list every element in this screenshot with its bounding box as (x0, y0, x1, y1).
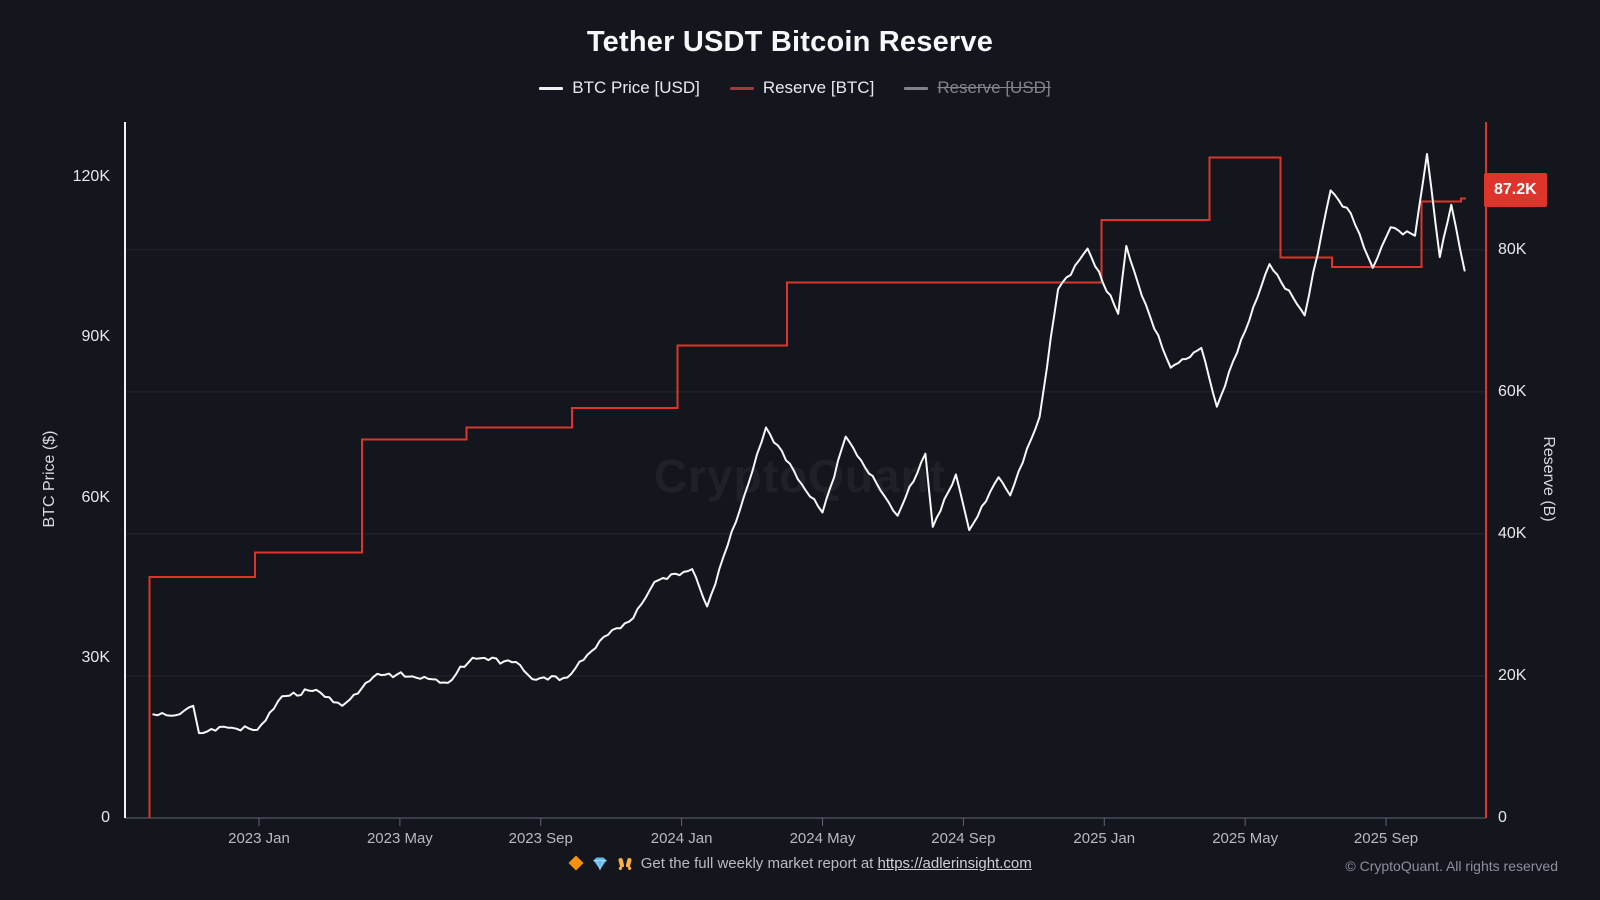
x-axis-tick-label: 2023 Sep (508, 830, 573, 847)
left-axis-title: BTC Price ($) (41, 430, 58, 528)
legend-dash-icon (729, 86, 754, 90)
right-axis-title: Reserve (B) (1540, 436, 1557, 522)
left-axis-tick-label: 30K (81, 648, 110, 666)
copyright: © CryptoQuant. All rights reserved (1345, 858, 1558, 874)
legend-dash-icon (539, 86, 564, 90)
legend: BTC Price [USD] Reserve [BTC] Reserve [U… (0, 78, 1590, 98)
reserve-btc-line (148, 156, 1466, 818)
x-axis-tick-label: 2025 May (1212, 830, 1279, 847)
legend-item-reserve-usd[interactable]: Reserve [USD] (904, 78, 1051, 98)
blue-gem-icon (593, 857, 607, 871)
x-axis-tick-label: 2023 Jan (228, 830, 290, 847)
legend-label: Reserve [USD] (937, 78, 1051, 97)
footer-promo: Get the full weekly market report at htt… (0, 855, 1600, 872)
x-axis-tick-label: 2025 Sep (1353, 830, 1419, 847)
raised-hands-icon (618, 858, 632, 870)
x-axis-tick-label: 2023 May (366, 830, 433, 847)
right-axis-tick-label: 60K (1498, 382, 1527, 400)
page-title: Tether USDT Bitcoin Reserve (586, 26, 994, 58)
current-value-badge: 87.2K (1484, 173, 1547, 207)
left-axis-tick-label: 60K (81, 488, 110, 506)
x-axis-tick-label: 2024 Sep (931, 830, 996, 847)
right-axis-tick-label: 20K (1498, 666, 1527, 684)
x-axis-tick-label: 2024 May (789, 830, 856, 847)
legend-dash-icon (904, 86, 929, 90)
right-axis-tick-label: 40K (1498, 524, 1527, 542)
x-axis-tick-label: 2025 Jan (1073, 830, 1136, 847)
legend-item-reserve-btc[interactable]: Reserve [BTC] (729, 78, 875, 98)
right-axis-tick-label: 80K (1498, 240, 1527, 258)
x-axis-tick-label: 2024 Jan (650, 830, 713, 847)
left-axis-tick-label: 120K (72, 168, 110, 186)
orange-diamond-icon (568, 855, 584, 871)
right-axis-tick-label: 0 (1498, 809, 1507, 826)
promo-link[interactable]: https://adlerinsight.com (877, 855, 1032, 872)
left-axis-tick-label: 90K (81, 328, 110, 346)
legend-label: Reserve [BTC] (762, 78, 875, 97)
legend-item-btc-price[interactable]: BTC Price [USD] (539, 78, 700, 98)
legend-label: BTC Price [USD] (572, 78, 700, 97)
promo-text: Get the full weekly market report at (640, 855, 874, 872)
btc-price-line (152, 153, 1466, 735)
left-axis-tick-label: 0 (101, 809, 110, 826)
